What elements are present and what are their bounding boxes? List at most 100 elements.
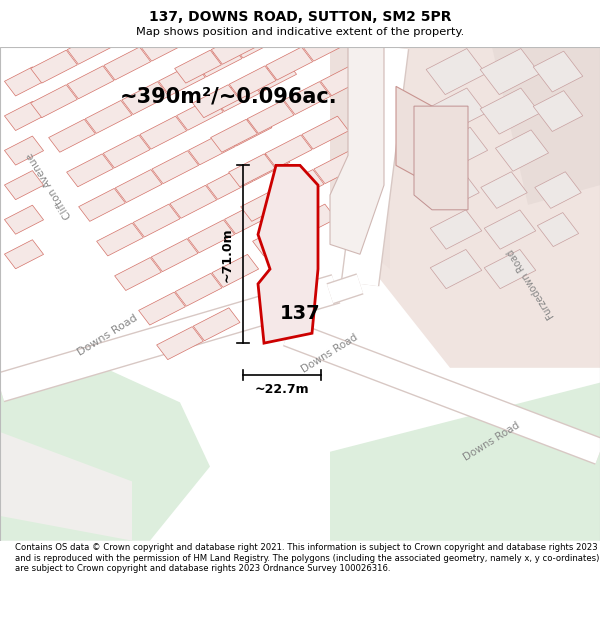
Polygon shape bbox=[396, 86, 432, 185]
Polygon shape bbox=[496, 130, 548, 171]
Polygon shape bbox=[213, 79, 260, 111]
Polygon shape bbox=[430, 210, 482, 249]
Polygon shape bbox=[0, 432, 132, 541]
Polygon shape bbox=[4, 101, 44, 131]
Text: Clifton Avenue: Clifton Avenue bbox=[25, 150, 74, 220]
Text: Contains OS data © Crown copyright and database right 2021. This information is : Contains OS data © Crown copyright and d… bbox=[15, 543, 599, 573]
Polygon shape bbox=[152, 151, 199, 184]
Polygon shape bbox=[67, 154, 113, 187]
Text: Downs Road: Downs Road bbox=[300, 332, 360, 374]
Polygon shape bbox=[265, 135, 312, 168]
Polygon shape bbox=[31, 50, 77, 83]
Polygon shape bbox=[314, 151, 361, 184]
Polygon shape bbox=[4, 171, 44, 199]
Polygon shape bbox=[67, 31, 114, 64]
Polygon shape bbox=[151, 239, 198, 272]
Polygon shape bbox=[214, 0, 260, 24]
Polygon shape bbox=[265, 258, 311, 291]
Text: ~390m²/~0.096ac.: ~390m²/~0.096ac. bbox=[120, 86, 338, 106]
Polygon shape bbox=[115, 258, 161, 291]
Polygon shape bbox=[139, 292, 185, 325]
Polygon shape bbox=[170, 185, 217, 218]
Polygon shape bbox=[232, 25, 278, 58]
Polygon shape bbox=[430, 249, 482, 289]
Polygon shape bbox=[248, 12, 295, 46]
Polygon shape bbox=[266, 47, 313, 80]
Polygon shape bbox=[193, 308, 240, 341]
Polygon shape bbox=[115, 169, 162, 202]
Polygon shape bbox=[195, 44, 242, 77]
Polygon shape bbox=[4, 136, 44, 165]
Polygon shape bbox=[258, 166, 318, 343]
Polygon shape bbox=[79, 188, 125, 221]
Polygon shape bbox=[433, 172, 479, 208]
Text: ~22.7m: ~22.7m bbox=[254, 382, 310, 396]
Polygon shape bbox=[414, 106, 468, 210]
Text: Furzedown Road: Furzedown Road bbox=[505, 248, 557, 321]
Polygon shape bbox=[302, 28, 349, 61]
Polygon shape bbox=[229, 154, 275, 187]
Polygon shape bbox=[538, 213, 578, 247]
Polygon shape bbox=[484, 249, 536, 289]
Polygon shape bbox=[330, 382, 600, 541]
Polygon shape bbox=[229, 66, 276, 99]
Polygon shape bbox=[104, 47, 151, 80]
Polygon shape bbox=[484, 210, 536, 249]
Text: Map shows position and indicative extent of the property.: Map shows position and indicative extent… bbox=[136, 26, 464, 36]
Polygon shape bbox=[253, 223, 299, 256]
Text: ~71.0m: ~71.0m bbox=[221, 227, 234, 281]
Text: 137, DOWNS ROAD, SUTTON, SM2 5PR: 137, DOWNS ROAD, SUTTON, SM2 5PR bbox=[149, 10, 451, 24]
Polygon shape bbox=[188, 132, 235, 165]
Polygon shape bbox=[206, 166, 253, 199]
Text: Downs Road: Downs Road bbox=[76, 313, 140, 358]
Polygon shape bbox=[157, 327, 203, 359]
Polygon shape bbox=[140, 0, 187, 27]
Polygon shape bbox=[252, 269, 372, 353]
Text: Downs Road: Downs Road bbox=[462, 421, 522, 463]
Polygon shape bbox=[330, 47, 390, 269]
Polygon shape bbox=[122, 82, 169, 114]
Polygon shape bbox=[177, 9, 224, 42]
Polygon shape bbox=[0, 353, 210, 541]
Polygon shape bbox=[175, 273, 222, 306]
Polygon shape bbox=[535, 172, 581, 208]
Polygon shape bbox=[211, 119, 257, 152]
Polygon shape bbox=[85, 101, 132, 133]
Polygon shape bbox=[372, 47, 600, 368]
Polygon shape bbox=[424, 127, 488, 174]
Polygon shape bbox=[241, 188, 287, 221]
Polygon shape bbox=[140, 116, 187, 149]
Polygon shape bbox=[31, 85, 77, 118]
Polygon shape bbox=[320, 62, 367, 96]
Polygon shape bbox=[97, 223, 143, 256]
Polygon shape bbox=[103, 135, 150, 168]
Polygon shape bbox=[49, 119, 95, 152]
Polygon shape bbox=[426, 88, 486, 134]
Polygon shape bbox=[481, 172, 527, 208]
Polygon shape bbox=[426, 49, 486, 94]
Polygon shape bbox=[176, 98, 223, 130]
Polygon shape bbox=[4, 205, 44, 234]
Polygon shape bbox=[67, 66, 114, 99]
Polygon shape bbox=[175, 50, 221, 83]
Polygon shape bbox=[289, 204, 336, 237]
Polygon shape bbox=[4, 67, 44, 96]
Polygon shape bbox=[212, 254, 259, 288]
Polygon shape bbox=[284, 0, 331, 27]
Polygon shape bbox=[224, 201, 271, 234]
Polygon shape bbox=[247, 101, 294, 133]
Polygon shape bbox=[277, 169, 324, 202]
Polygon shape bbox=[533, 51, 583, 92]
Polygon shape bbox=[533, 91, 583, 131]
Polygon shape bbox=[193, 85, 239, 118]
Polygon shape bbox=[243, 148, 290, 181]
Polygon shape bbox=[177, 0, 224, 8]
Polygon shape bbox=[330, 47, 384, 254]
Polygon shape bbox=[250, 59, 296, 92]
Polygon shape bbox=[133, 204, 180, 237]
Polygon shape bbox=[302, 116, 349, 149]
Polygon shape bbox=[480, 88, 540, 134]
Text: 137: 137 bbox=[280, 304, 320, 323]
Polygon shape bbox=[158, 62, 205, 96]
Polygon shape bbox=[140, 28, 187, 61]
